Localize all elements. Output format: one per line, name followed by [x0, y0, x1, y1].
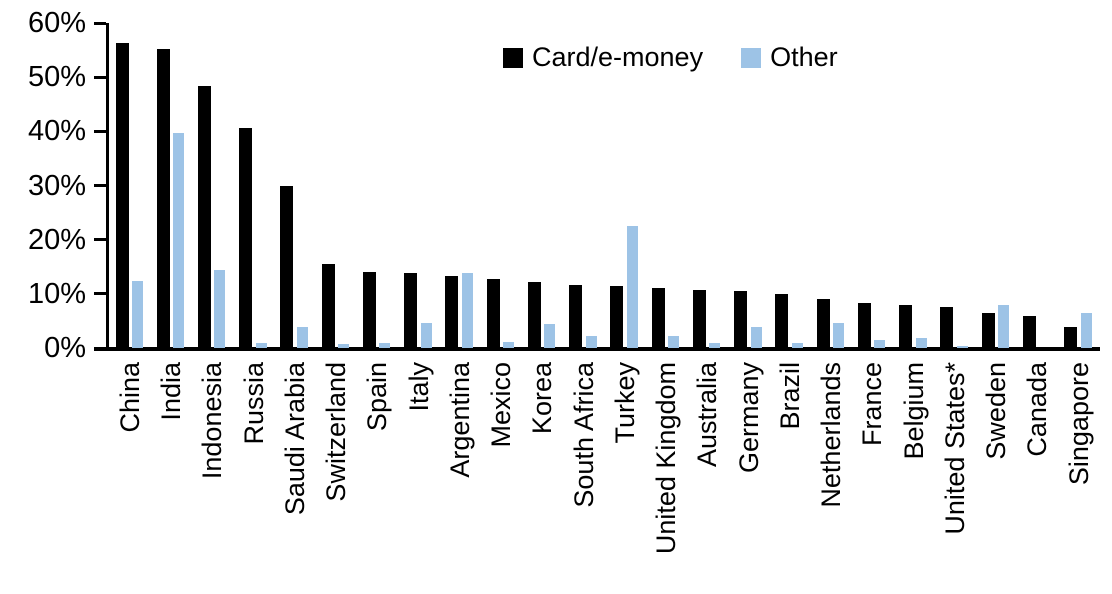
bar-card-e-money [362, 272, 376, 348]
y-axis-tick [94, 184, 106, 187]
bar-card-e-money [527, 281, 541, 348]
bar-card-e-money [239, 128, 253, 348]
y-axis-tick-label: 60% [27, 7, 86, 39]
legend-label-other: Other [770, 42, 838, 72]
x-axis-category-label: Germany [733, 362, 764, 474]
x-axis-category-label: Netherlands [816, 362, 847, 508]
bar-card-e-money [156, 49, 170, 348]
bar-other [585, 335, 597, 348]
bar-other [668, 335, 680, 348]
bar-card-e-money [734, 291, 748, 348]
bar-card-e-money [816, 299, 830, 348]
bar-card-e-money [651, 288, 665, 348]
bar-card-e-money [445, 275, 459, 348]
x-axis-category-label: Mexico [486, 362, 517, 448]
x-axis-category-label: Switzerland [321, 362, 352, 502]
bar-card-e-money [1064, 327, 1078, 348]
card-e-money-swatch-icon [503, 47, 523, 68]
x-axis-category-label: Korea [527, 362, 558, 435]
x-axis [94, 347, 1100, 351]
legend-item-card-e-money: Card/e-money [503, 42, 703, 73]
bar-other [420, 323, 432, 348]
y-axis-tick [94, 292, 106, 296]
bar-other [956, 346, 968, 348]
y-axis-tick-label: 20% [27, 223, 86, 256]
y-axis-tick-label: 0% [44, 332, 86, 364]
x-axis-category-label: South Africa [568, 362, 599, 508]
x-axis-category-label: Indonesia [197, 362, 228, 480]
bar-other [626, 225, 638, 348]
x-axis-category-label: India [156, 362, 187, 421]
bar-other [296, 327, 308, 348]
x-axis-category-label: United States* [939, 362, 970, 535]
y-axis-tick-label: 30% [27, 169, 86, 202]
bar-card-e-money [569, 285, 583, 348]
x-axis-category-label: Italy [403, 362, 434, 412]
bar-card-e-money [692, 290, 706, 348]
bar-other [173, 132, 185, 348]
legend-item-other: Other [741, 42, 838, 73]
bar-other [833, 322, 845, 348]
bar-other [461, 272, 473, 348]
x-axis-category-label: Turkey [609, 362, 640, 444]
bar-card-e-money [115, 42, 129, 348]
chart-legend: Card/e-money Other [503, 42, 838, 73]
y-axis-tick-label: 10% [27, 277, 86, 310]
x-axis-category-label: France [857, 362, 888, 447]
y-axis-tick [94, 75, 106, 79]
x-axis-category-label: Sweden [981, 362, 1012, 460]
bar-card-e-money [981, 312, 995, 348]
y-axis-tick [94, 21, 106, 25]
bar-other [1080, 312, 1092, 348]
bar-other [709, 343, 721, 348]
x-axis-category-label: Belgium [898, 362, 929, 460]
y-axis-tick-label: 50% [27, 61, 86, 94]
y-axis-tick-label: 40% [27, 115, 86, 148]
x-axis-category-label: Australia [692, 362, 723, 468]
x-axis-category-label: Saudi Arabia [279, 362, 310, 516]
bar-other [998, 304, 1010, 348]
bar-card-e-money [280, 186, 294, 348]
x-axis-category-label: China [115, 362, 145, 433]
x-axis-category-label: United Kingdom [651, 362, 682, 555]
bar-card-e-money [857, 302, 871, 348]
x-axis-category-label: Spain [362, 362, 393, 432]
bar-card-e-money [197, 85, 211, 348]
bar-other [544, 324, 556, 348]
bar-card-e-money [899, 304, 913, 348]
bar-other [874, 340, 886, 348]
bar-card-e-money [775, 294, 789, 348]
bar-card-e-money [1022, 316, 1036, 348]
bar-card-e-money [610, 285, 624, 348]
bar-other [915, 338, 927, 348]
bar-other [132, 281, 143, 348]
bar-card-e-money [486, 278, 500, 348]
legend-label-card-e-money: Card/e-money [532, 42, 704, 72]
bar-card-e-money [940, 306, 954, 348]
bar-other [791, 342, 803, 348]
bar-card-e-money [321, 264, 335, 348]
x-axis-category-label: Russia [238, 362, 269, 445]
x-axis-category-label: Canada [1022, 362, 1053, 457]
other-swatch-icon [741, 47, 762, 68]
bar-other [338, 344, 350, 348]
bar-card-e-money [404, 272, 418, 348]
y-axis-tick [94, 238, 106, 242]
bar-other [214, 270, 226, 348]
bar-other [379, 342, 391, 348]
y-axis-tick [94, 346, 106, 350]
bar-other [503, 341, 515, 348]
x-axis-category-label: Singapore [1063, 362, 1094, 486]
y-axis-tick [94, 129, 106, 133]
y-axis [106, 23, 109, 348]
x-axis-category-label: Brazil [774, 362, 805, 430]
bar-other [255, 342, 267, 348]
x-axis-category-label: Argentina [444, 362, 475, 478]
bar-other [750, 326, 762, 348]
